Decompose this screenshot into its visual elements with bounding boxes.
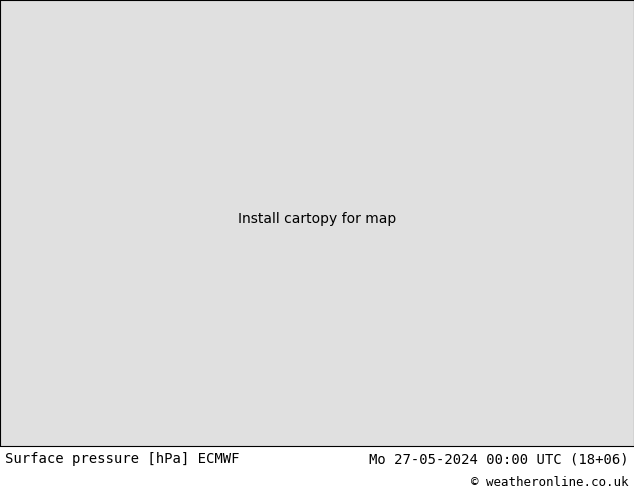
Text: Install cartopy for map: Install cartopy for map bbox=[238, 212, 396, 226]
Text: Surface pressure [hPa] ECMWF: Surface pressure [hPa] ECMWF bbox=[5, 452, 240, 466]
Text: Mo 27-05-2024 00:00 UTC (18+06): Mo 27-05-2024 00:00 UTC (18+06) bbox=[369, 452, 629, 466]
Text: © weatheronline.co.uk: © weatheronline.co.uk bbox=[472, 476, 629, 489]
